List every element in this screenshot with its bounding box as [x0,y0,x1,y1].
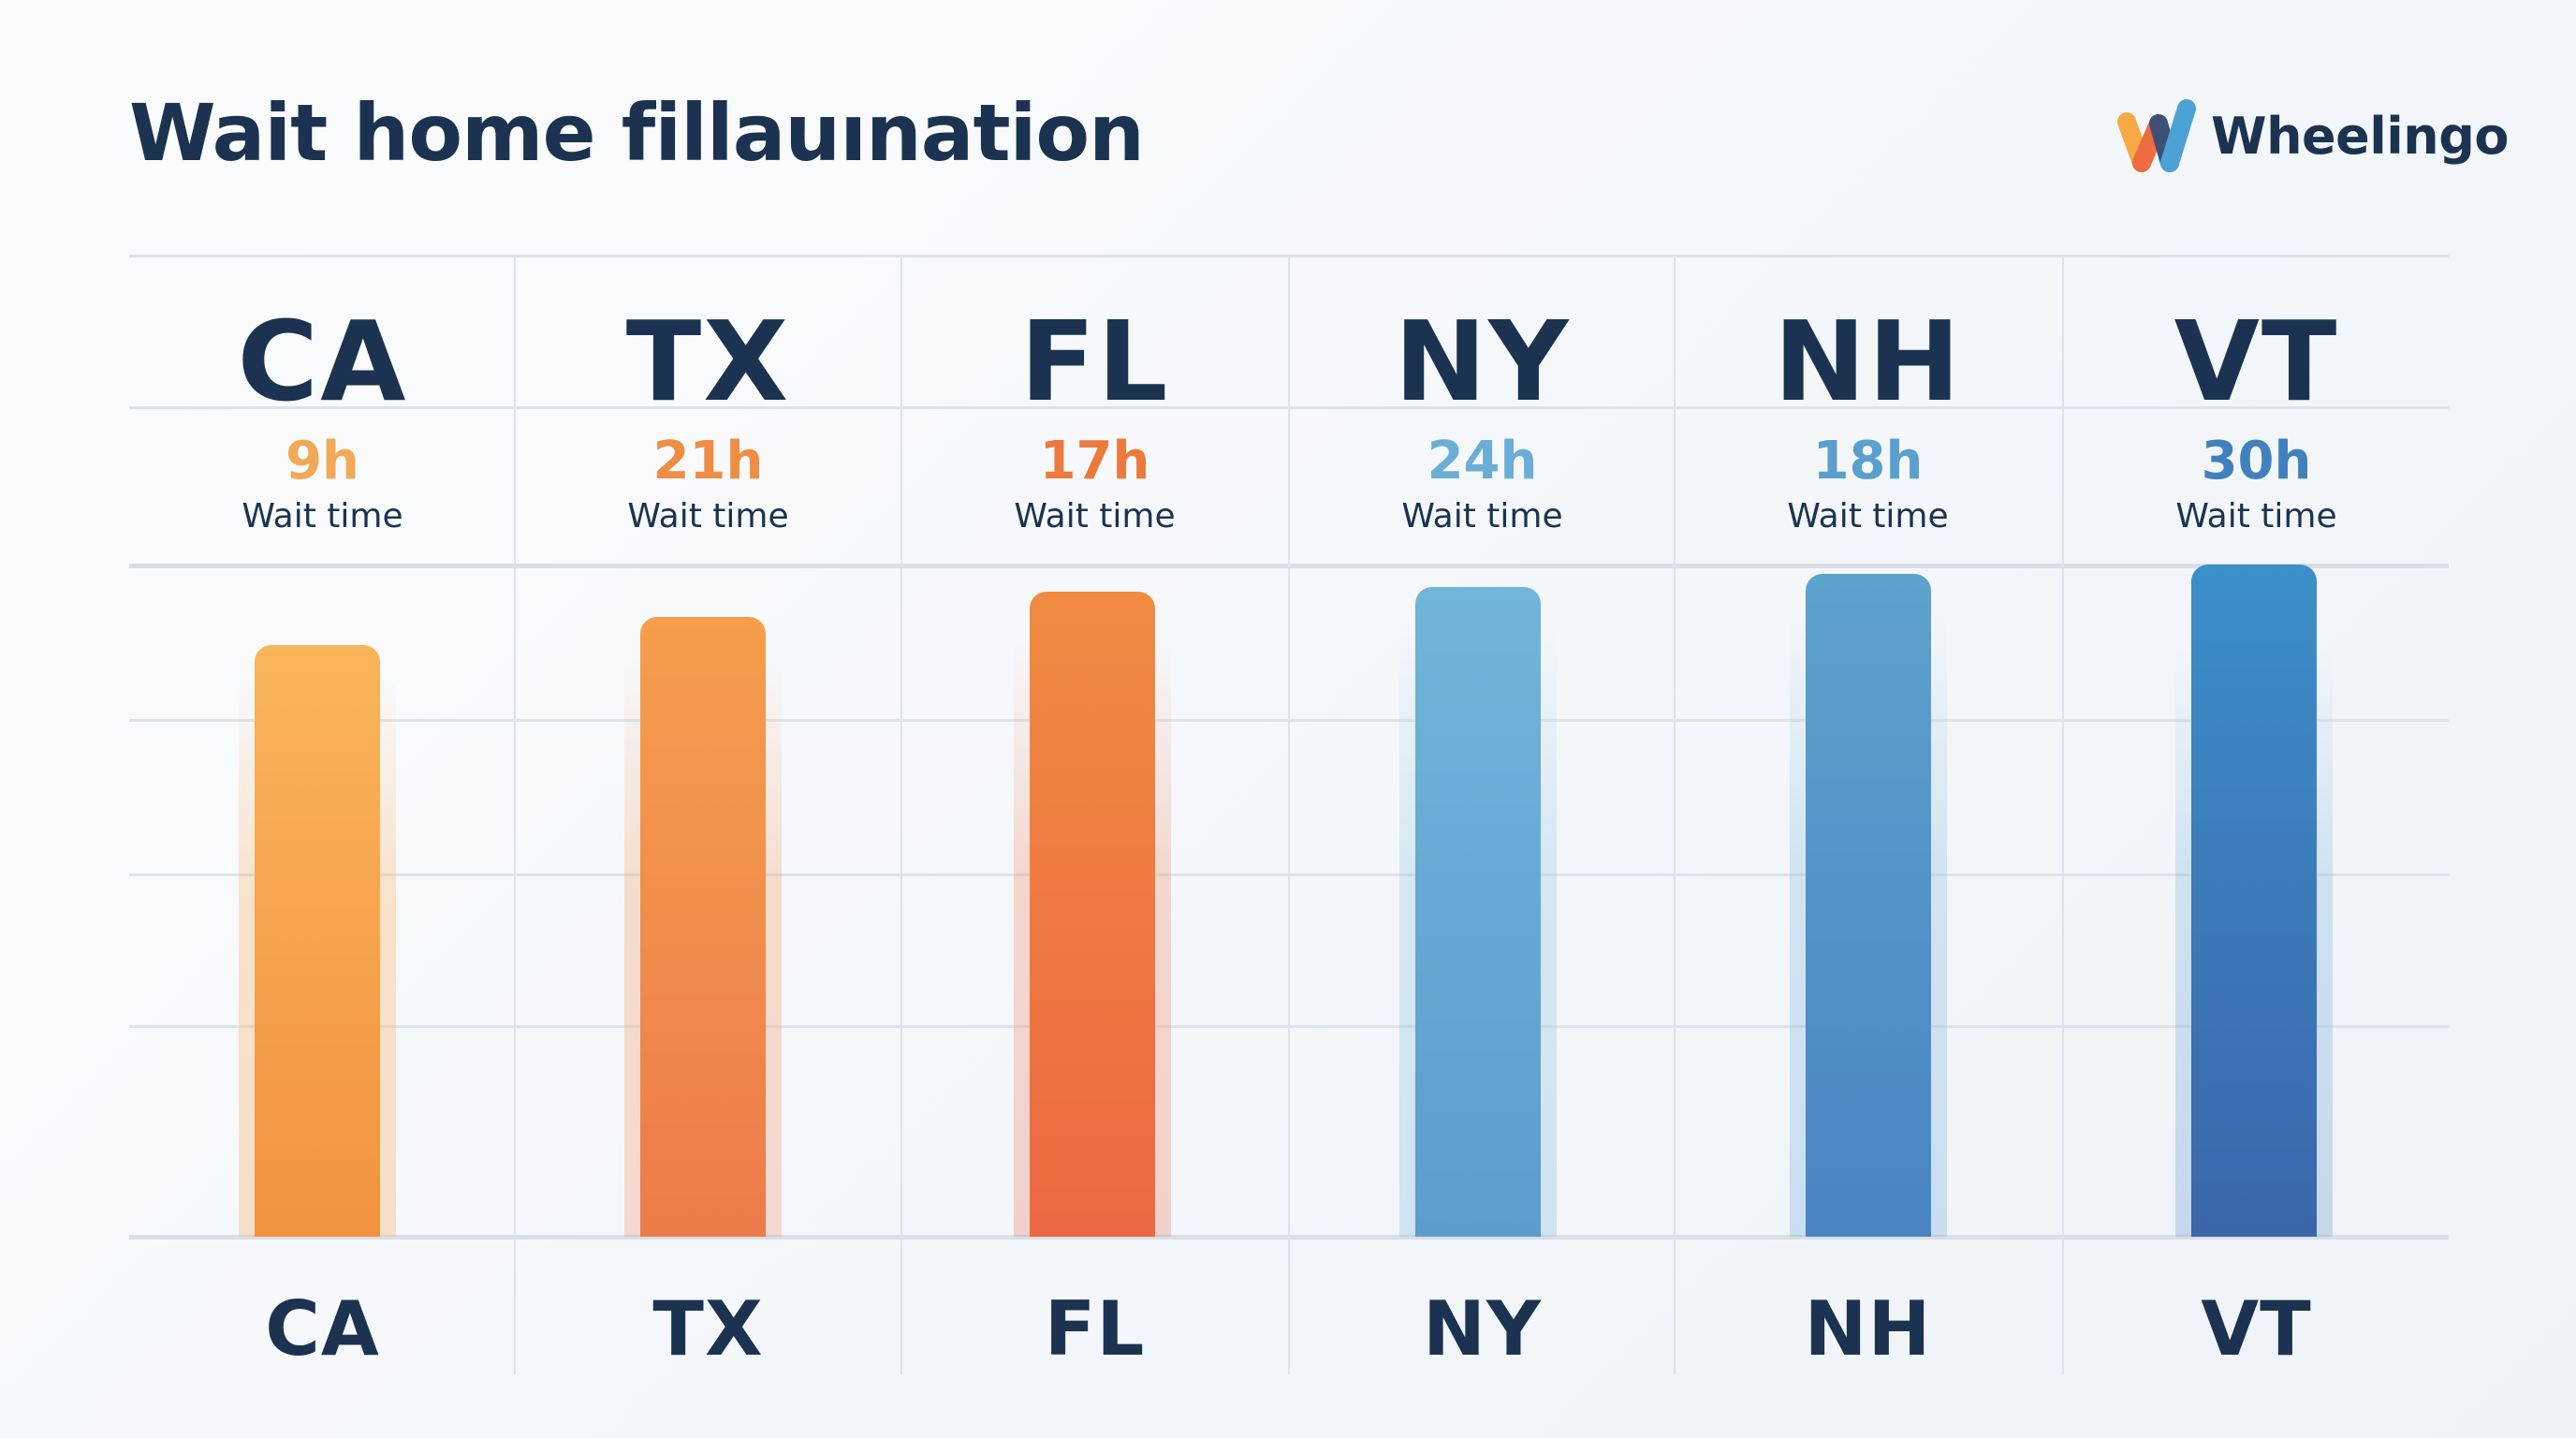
wait-time-label: Wait time [1787,497,1949,536]
column-vt: VT 30h Wait time VT [2063,255,2450,1376]
column-tx: TX 21h Wait time TX [515,255,901,1376]
state-label-top: NY [1394,297,1571,426]
state-label-bottom: FL [1044,1285,1146,1372]
brand-logo: Wheelingo [2114,94,2509,178]
brand-name: Wheelingo [2211,106,2509,166]
bar-vt[interactable] [2191,565,2317,1237]
column-divider [1674,255,1676,1374]
value-label: 9h [285,431,359,492]
state-label-top: CA [237,297,408,426]
column-divider [1288,255,1290,1374]
state-label-bottom: VT [2201,1285,2312,1372]
bar-fl[interactable] [1030,592,1155,1237]
wait-time-label: Wait time [1014,497,1176,536]
bar-ca[interactable] [255,645,380,1237]
state-label-top: TX [625,297,791,426]
bar-tx[interactable] [640,617,766,1237]
column-nh: NH 18h Wait time NH [1675,255,2061,1376]
page-title: Wait home fillauınation [129,87,1145,179]
state-label-top: VT [2174,297,2339,426]
state-label-bottom: CA [265,1285,380,1372]
state-label-top: FL [1019,297,1170,426]
bar-nh[interactable] [1806,574,1931,1237]
column-ny: NY 24h Wait time NY [1289,255,1676,1376]
state-label-bottom: TX [652,1285,764,1372]
column-divider [514,255,516,1374]
column-divider [2062,255,2064,1374]
wait-time-label: Wait time [242,497,403,536]
bar-chart: CA 9h Wait time CA TX 21h Wait time TX F… [129,255,2449,1376]
column-divider [900,255,902,1374]
wait-time-label: Wait time [2175,497,2337,536]
value-label: 24h [1427,431,1538,492]
wait-time-label: Wait time [627,497,789,536]
value-label: 21h [652,431,764,492]
bar-ny[interactable] [1415,587,1541,1237]
column-fl: FL 17h Wait time FL [901,255,1288,1376]
wait-time-label: Wait time [1401,497,1563,536]
state-label-bottom: NY [1423,1285,1542,1372]
state-label-top: NH [1773,297,1963,426]
value-label: 17h [1039,431,1150,492]
wheelingo-logo-icon [2117,99,2196,172]
value-label: 30h [2201,431,2312,492]
state-label-bottom: NH [1804,1285,1932,1372]
value-label: 18h [1812,431,1924,492]
column-ca: CA 9h Wait time CA [129,255,516,1376]
